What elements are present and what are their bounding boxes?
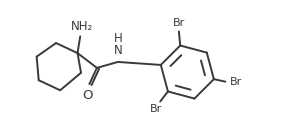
Text: Br: Br [230, 77, 242, 87]
Text: O: O [82, 89, 92, 102]
Text: Br: Br [173, 18, 185, 28]
Text: Br: Br [150, 104, 162, 114]
Text: NH₂: NH₂ [70, 20, 93, 33]
Text: H
N: H N [114, 32, 123, 57]
